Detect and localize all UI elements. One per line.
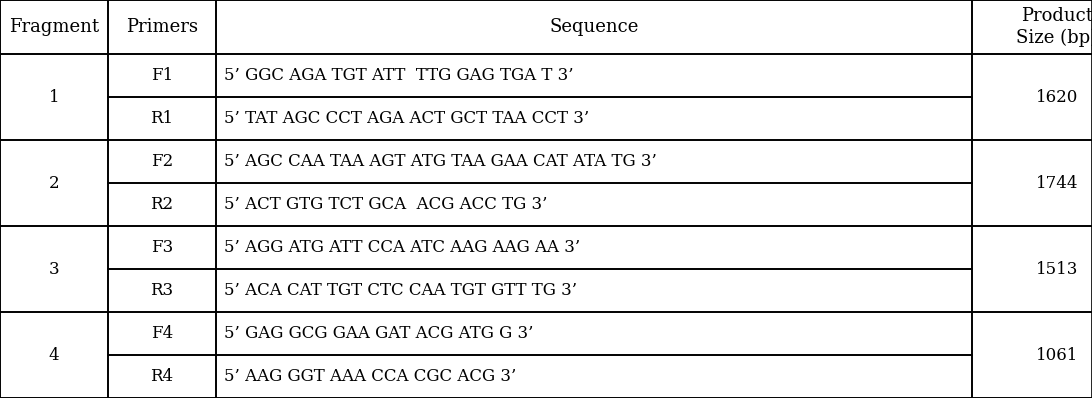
Text: R3: R3	[151, 282, 174, 299]
Text: Sequence: Sequence	[549, 18, 639, 36]
Bar	[972, 312, 1092, 398]
Bar	[972, 0, 1092, 54]
Bar	[108, 355, 216, 398]
Bar	[216, 97, 972, 140]
Bar	[108, 97, 216, 140]
Text: 3: 3	[49, 261, 59, 277]
Bar	[108, 140, 216, 183]
Text: R1: R1	[151, 110, 174, 127]
Bar	[216, 269, 972, 312]
Text: F3: F3	[151, 239, 174, 256]
Text: 1: 1	[49, 88, 59, 105]
Bar	[972, 226, 1092, 312]
Text: R4: R4	[151, 368, 174, 385]
Bar	[108, 312, 216, 355]
Bar	[0, 312, 108, 398]
Bar	[216, 226, 972, 269]
Text: 1620: 1620	[1036, 88, 1078, 105]
Bar	[0, 140, 108, 226]
Text: 5’ GAG GCG GAA GAT ACG ATG G 3’: 5’ GAG GCG GAA GAT ACG ATG G 3’	[224, 325, 534, 342]
Text: 1513: 1513	[1036, 261, 1078, 277]
Bar	[216, 355, 972, 398]
Bar	[108, 183, 216, 226]
Bar	[216, 54, 972, 97]
Text: 4: 4	[49, 347, 59, 363]
Text: F2: F2	[151, 153, 174, 170]
Text: 5’ ACT GTG TCT GCA  ACG ACC TG 3’: 5’ ACT GTG TCT GCA ACG ACC TG 3’	[224, 196, 547, 213]
Bar	[216, 312, 972, 355]
Text: 5’ AGC CAA TAA AGT ATG TAA GAA CAT ATA TG 3’: 5’ AGC CAA TAA AGT ATG TAA GAA CAT ATA T…	[224, 153, 657, 170]
Bar	[0, 0, 108, 54]
Bar	[972, 140, 1092, 226]
Text: 1061: 1061	[1036, 347, 1078, 363]
Bar	[216, 140, 972, 183]
Bar	[108, 0, 216, 54]
Text: Product
Size (bp): Product Size (bp)	[1017, 8, 1092, 47]
Text: 5’ ACA CAT TGT CTC CAA TGT GTT TG 3’: 5’ ACA CAT TGT CTC CAA TGT GTT TG 3’	[224, 282, 578, 299]
Bar	[972, 54, 1092, 140]
Text: R2: R2	[151, 196, 174, 213]
Text: 2: 2	[49, 174, 59, 191]
Text: Fragment: Fragment	[9, 18, 99, 36]
Text: Primers: Primers	[126, 18, 198, 36]
Bar	[108, 269, 216, 312]
Text: F1: F1	[151, 67, 174, 84]
Text: 5’ AAG GGT AAA CCA CGC ACG 3’: 5’ AAG GGT AAA CCA CGC ACG 3’	[224, 368, 517, 385]
Bar	[216, 0, 972, 54]
Text: 5’ GGC AGA TGT ATT  TTG GAG TGA T 3’: 5’ GGC AGA TGT ATT TTG GAG TGA T 3’	[224, 67, 573, 84]
Text: 1744: 1744	[1035, 174, 1078, 191]
Bar	[108, 226, 216, 269]
Bar	[108, 54, 216, 97]
Bar	[0, 54, 108, 140]
Text: 5’ TAT AGC CCT AGA ACT GCT TAA CCT 3’: 5’ TAT AGC CCT AGA ACT GCT TAA CCT 3’	[224, 110, 590, 127]
Bar	[216, 183, 972, 226]
Text: F4: F4	[151, 325, 174, 342]
Text: 5’ AGG ATG ATT CCA ATC AAG AAG AA 3’: 5’ AGG ATG ATT CCA ATC AAG AAG AA 3’	[224, 239, 580, 256]
Bar	[0, 226, 108, 312]
